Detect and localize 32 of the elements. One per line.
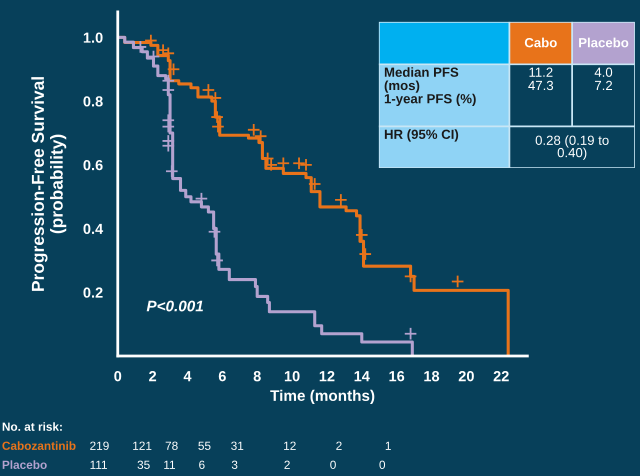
x-tick-label: 20 [458,371,474,382]
x-tick-label: 16 [389,371,404,382]
y-tick-label: 0.6 [83,160,103,170]
y-tick-label: 0.4 [83,224,104,234]
x-tick-label: 18 [424,371,440,382]
text: 11.2 47.3 [528,68,554,90]
annotation: P<0.001 [146,300,203,312]
x-tick-label: 22 [494,371,509,382]
text: 111 35 11 6 3 2 0 0 [90,460,386,469]
annotation: Cabo [524,38,557,48]
text: 0.28 (0.19 to 0.40) [536,135,609,160]
text: Placebo [579,38,628,48]
text: Cabozantinib [2,441,76,450]
annotation: HR (95% CI) [384,129,458,142]
x-tick-label: 10 [284,371,300,382]
x-tick-label: 0 [114,371,122,382]
y-tick-label: 0.2 [83,287,103,298]
y-tick-label: 1.0 [84,32,103,43]
text: No. at risk: [2,422,62,431]
text: 4.0 7.2 [594,68,612,90]
x-tick-label: 8 [254,371,261,382]
text: 219 121 78 55 31 12 2 1 [90,442,391,450]
y-axis-title: Progression-Free Survival (probability) [31,77,66,291]
x-tick-label: 4 [184,371,192,382]
text: Placebo [2,460,47,469]
x-tick-label: 2 [149,371,156,382]
y-tick-label: 0.8 [83,96,103,107]
x-tick-label: 6 [218,371,226,382]
x-tick-label: 14 [354,371,370,382]
annotation: Median PFS (mos) 1-year PFS (%) [384,67,476,106]
x-tick-label: 12 [320,371,334,382]
x-axis-title: Time (months) [270,390,374,404]
